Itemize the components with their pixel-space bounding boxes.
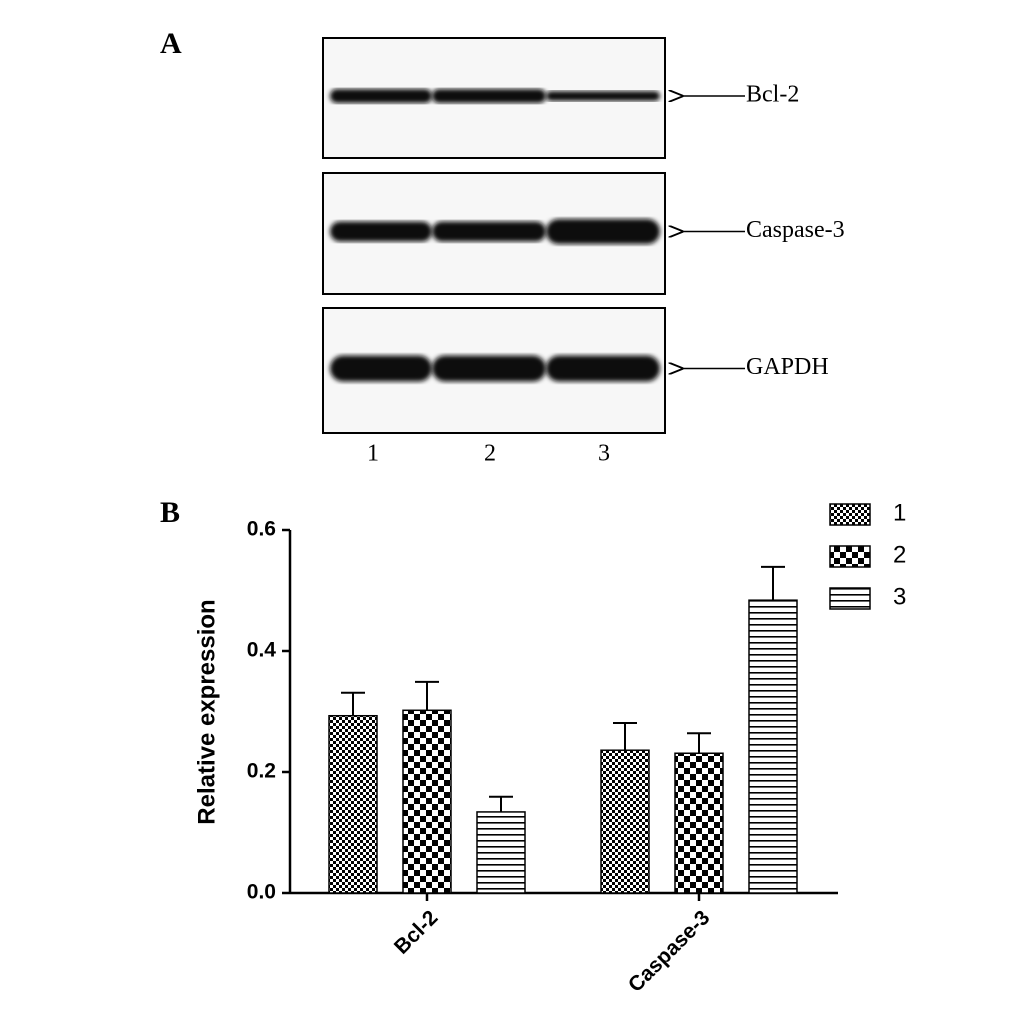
blot-band: [330, 221, 432, 242]
lane-label: 1: [367, 441, 379, 467]
error-bar: [613, 721, 637, 751]
legend-label: 2: [893, 541, 906, 568]
panel-label: A: [160, 27, 182, 60]
bar: [748, 599, 798, 894]
blot-band: [432, 89, 546, 103]
y-tick-label: 0.4: [247, 639, 277, 662]
error-bar: [415, 680, 439, 711]
blot-band: [432, 221, 546, 242]
band-label: Bcl-2: [746, 82, 799, 108]
y-axis-label: Relative expression: [193, 599, 220, 824]
error-bar: [489, 795, 513, 812]
blot-band: [546, 355, 660, 382]
band-label: Caspase-3: [746, 217, 845, 243]
band-label: GAPDH: [746, 354, 829, 380]
x-tick-label: Caspase-3: [624, 906, 715, 997]
panel-label: B: [160, 496, 180, 529]
error-bar: [341, 691, 365, 716]
blot-band: [432, 355, 546, 382]
lane-label: 3: [598, 441, 610, 467]
y-tick-label: 0.6: [247, 518, 276, 541]
blot-band: [546, 91, 660, 101]
blot-band: [330, 355, 432, 382]
bar: [402, 709, 452, 894]
legend-swatch: [829, 503, 871, 526]
legend-swatch: [829, 545, 871, 568]
x-tick-label: Bcl-2: [390, 906, 443, 959]
y-tick-label: 0.2: [247, 760, 276, 783]
bar: [600, 749, 650, 894]
legend-swatch: [829, 587, 871, 610]
legend-label: 1: [893, 499, 906, 526]
y-tick-label: 0.0: [247, 881, 276, 904]
blot-band: [330, 89, 432, 103]
blot-band: [546, 219, 660, 244]
legend-label: 3: [893, 583, 906, 610]
error-bar: [687, 732, 711, 754]
error-bar: [761, 565, 785, 601]
lane-label: 2: [484, 441, 496, 467]
bar: [476, 811, 526, 894]
bar: [328, 714, 378, 894]
bar: [674, 752, 724, 894]
